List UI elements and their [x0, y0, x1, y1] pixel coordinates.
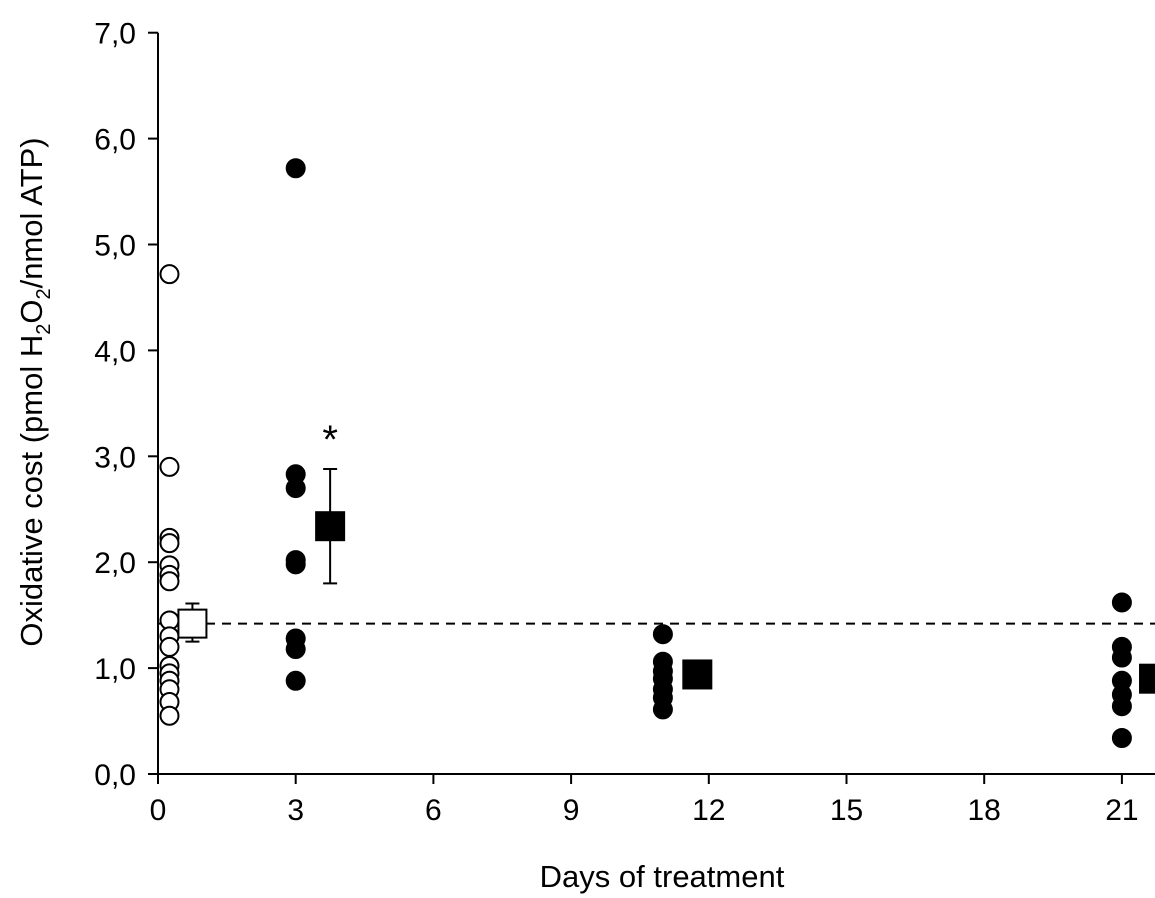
- y-tick-label: 6,0: [94, 124, 136, 157]
- filled-circle-point: [1111, 696, 1132, 717]
- mean-marker-open: [177, 608, 208, 639]
- mean-marker-filled: [682, 659, 713, 690]
- y-tick-label: 7,0: [94, 18, 136, 51]
- filled-circle-point: [652, 624, 673, 645]
- filled-circle-point: [285, 554, 306, 575]
- open-circle-point: [159, 636, 180, 657]
- y-tick-label: 3,0: [94, 441, 136, 474]
- filled-circle-point: [652, 699, 673, 720]
- y-axis-title: Oxidative cost (pmol H2O2/nmol ATP): [14, 137, 55, 646]
- mean-marker-filled: [1139, 663, 1155, 694]
- significance-asterisk: *: [322, 418, 338, 462]
- open-circle-point: [159, 571, 180, 592]
- x-tick-label: 3: [287, 794, 304, 827]
- filled-circle-point: [1111, 647, 1132, 668]
- open-circle-point: [159, 705, 180, 726]
- filled-circle-point: [285, 670, 306, 691]
- x-tick-label: 0: [150, 794, 167, 827]
- filled-circle-point: [285, 158, 306, 179]
- y-tick-label: 5,0: [94, 230, 136, 263]
- filled-circle-point: [1111, 592, 1132, 613]
- filled-circle-point: [285, 639, 306, 660]
- y-tick-label: 0,0: [94, 759, 136, 792]
- x-tick-label: 21: [1105, 794, 1138, 827]
- filled-circle-point: [1111, 727, 1132, 748]
- x-tick-label: 12: [692, 794, 725, 827]
- plot-area: 0,0 1,0 2,0 3,0 4,0 5,0 6,0 7,0 0 3 6 9 12 15 18 21 *: [94, 18, 1155, 827]
- x-tick-label: 9: [563, 794, 580, 827]
- x-tick-label: 15: [830, 794, 863, 827]
- y-tick-label: 1,0: [94, 653, 136, 686]
- open-circle-point: [159, 533, 180, 554]
- open-circle-point: [159, 264, 180, 285]
- x-axis-title: Days of treatment: [540, 859, 785, 894]
- x-tick-label: 18: [968, 794, 1001, 827]
- mean-marker-filled: [315, 511, 346, 542]
- filled-circle-point: [285, 478, 306, 499]
- y-tick-label: 2,0: [94, 547, 136, 580]
- x-tick-label: 6: [425, 794, 442, 827]
- open-circle-point: [159, 456, 180, 477]
- y-tick-label: 4,0: [94, 335, 136, 368]
